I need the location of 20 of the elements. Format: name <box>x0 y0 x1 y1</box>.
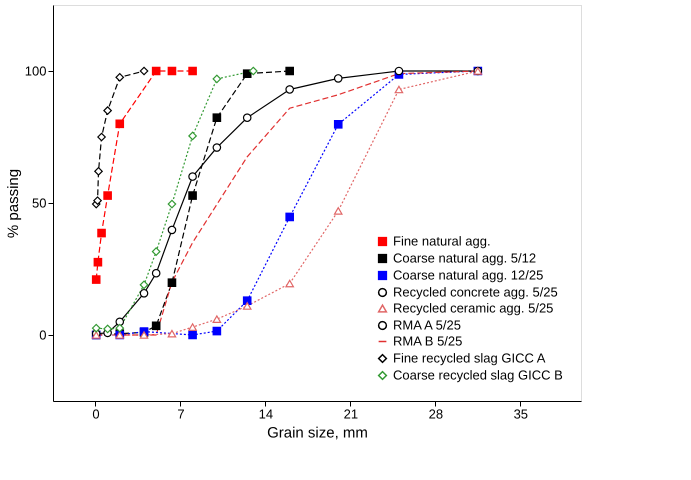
legend-label: Coarse natural agg. 12/25 <box>393 268 544 282</box>
legend-label: Coarse recycled slag GICC B <box>393 368 563 382</box>
legend-label: RMA B 5/25 <box>393 334 462 348</box>
legend-label: Coarse natural agg. 5/12 <box>393 250 536 266</box>
legend-label: Recycled ceramic agg. 5/25 <box>393 300 554 316</box>
y-tick-label: 100 <box>24 64 46 78</box>
legend-label: Fine recycled slag GICC A <box>393 350 546 366</box>
x-tick-label: 35 <box>514 406 528 422</box>
y-axis-title: % passing <box>4 168 22 238</box>
x-tick-label: 28 <box>428 406 444 422</box>
legend-label: Fine natural agg. <box>393 234 491 248</box>
y-tick-label: 50 <box>32 196 46 210</box>
legend-label: Recycled concrete agg. 5/25 <box>393 284 558 300</box>
x-tick-label: 7 <box>177 406 185 422</box>
legend-label: RMA A 5/25 <box>393 318 461 332</box>
x-tick-label: 14 <box>258 406 274 422</box>
x-tick-label: 21 <box>344 406 358 422</box>
x-tick-label: 0 <box>92 406 100 422</box>
y-tick-label: 0 <box>39 328 46 342</box>
x-axis-title: Grain size, mm <box>267 424 368 442</box>
